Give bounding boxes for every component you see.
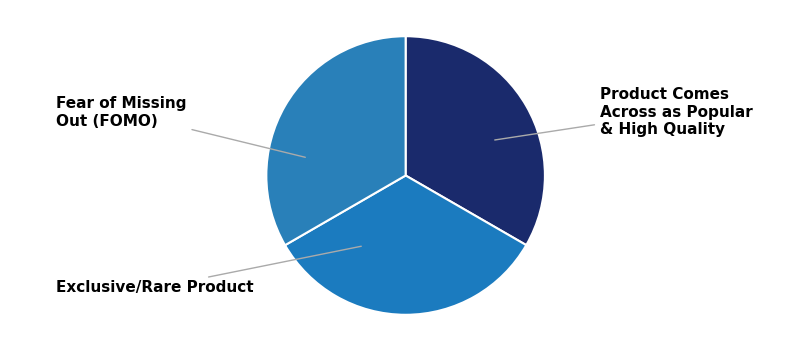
- Wedge shape: [285, 176, 526, 315]
- Wedge shape: [406, 36, 545, 245]
- Text: Exclusive/Rare Product: Exclusive/Rare Product: [56, 246, 362, 295]
- Text: Fear of Missing
Out (FOMO): Fear of Missing Out (FOMO): [56, 96, 306, 157]
- Text: Product Comes
Across as Popular
& High Quality: Product Comes Across as Popular & High Q…: [494, 87, 753, 140]
- Wedge shape: [266, 36, 406, 245]
